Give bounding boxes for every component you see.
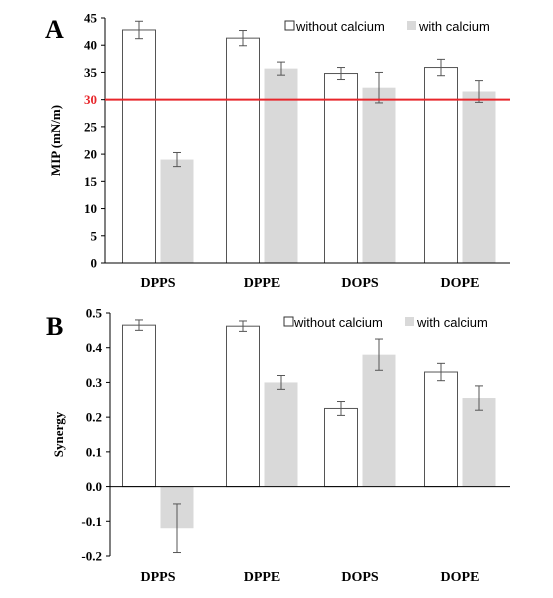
panel-b-legend-label-with: with calcium [416, 315, 488, 330]
panel-b-bar-with-dops [362, 354, 396, 487]
panel-b-y-tick-label-0: -0.2 [81, 549, 102, 564]
panel-b-legend-swatch-without [283, 316, 294, 327]
panel-b-y-axis-title: Synergy [51, 411, 66, 457]
panel-a-legend-swatch-without [284, 20, 295, 31]
panel-a-category-label-dops: DOPS [341, 276, 379, 291]
panel-b-y-tick-label-6: 0.4 [86, 340, 103, 355]
panel-a-category-label-dpps: DPPS [141, 276, 176, 291]
panel-a-bar-without-dops [324, 73, 358, 264]
panel-a-bar-with-dope [462, 91, 496, 263]
panel-a-legend-label-without: without calcium [295, 19, 385, 34]
panel-b-y-tick-label-7: 0.5 [86, 306, 103, 321]
panel-b-bar-with-dppe [264, 382, 298, 487]
panel-b-category-label-dppe: DPPE [244, 570, 281, 585]
panel-b-category-label-dpps: DPPS [141, 570, 176, 585]
panel-a-category-label-dppe: DPPE [244, 276, 281, 291]
panel-a-y-tick-label-8: 40 [84, 38, 97, 53]
panel-a-y-tick-label-2: 10 [84, 201, 97, 216]
panel-b-category-label-dops: DOPS [341, 570, 379, 585]
panel-a-y-tick-label-6: 30 [84, 92, 97, 107]
panel-a-bar-without-dope [424, 67, 458, 264]
panel-b-y-tick-label-4: 0.2 [86, 410, 102, 425]
panel-a-y-tick-label-9: 45 [84, 11, 98, 26]
panel-b-legend-label-without: without calcium [293, 315, 383, 330]
panel-b-bar-without-dops [324, 407, 358, 488]
panel-b-bar-without-dope [424, 371, 458, 488]
panel-b-category-label-dope: DOPE [441, 570, 480, 585]
panel-a-bar-without-dppe [226, 37, 260, 264]
panel-a-y-tick-label-5: 25 [84, 119, 98, 134]
panel-b-y-tick-label-5: 0.3 [86, 375, 103, 390]
panel-a-bar-with-dpps [160, 159, 194, 263]
panel-b-bar-without-dpps [122, 324, 156, 488]
panel-b-bar-with-dope [462, 398, 496, 487]
panel-a-legend-label-with: with calcium [418, 19, 490, 34]
panel-b-label: B [46, 312, 63, 341]
panel-a-bar-without-dpps [122, 29, 156, 264]
panel-a-y-tick-label-3: 15 [84, 174, 98, 189]
panel-a-y-tick-label-7: 35 [84, 65, 98, 80]
panel-b-y-tick-label-3: 0.1 [86, 444, 102, 459]
panel-a-y-tick-label-4: 20 [84, 147, 97, 162]
panel-a-y-tick-label-1: 5 [91, 228, 98, 243]
panel-a-bar-with-dppe [264, 68, 298, 263]
panel-a-bar-with-dops [362, 87, 396, 263]
panel-a-y-axis-title: MIP (mN/m) [48, 105, 63, 176]
panel-a-legend-swatch-with [407, 21, 416, 30]
panel-b-legend-swatch-with [405, 317, 414, 326]
panel-b-y-tick-label-1: -0.1 [81, 514, 102, 529]
panel-b-y-tick-label-2: 0.0 [86, 479, 102, 494]
panel-b-bar-without-dppe [226, 325, 260, 488]
panel-a-category-label-dope: DOPE [441, 276, 480, 291]
panel-a-label: A [45, 15, 64, 44]
panel-a-y-tick-label-0: 0 [91, 256, 98, 271]
